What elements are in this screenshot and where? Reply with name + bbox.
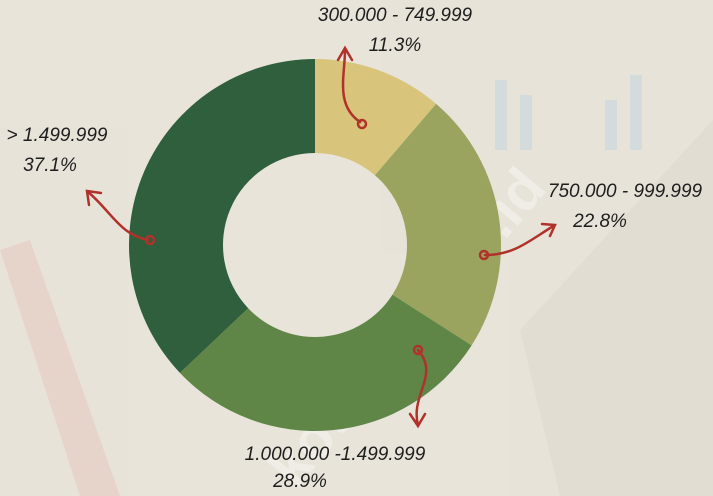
arrows bbox=[85, 45, 557, 429]
slice-category-label: 300.000 - 749.999 bbox=[318, 5, 473, 26]
donut-slice bbox=[374, 103, 502, 346]
donut-slice bbox=[315, 59, 437, 176]
slice-value-label: 11.3% bbox=[369, 35, 422, 56]
slice-value-label: 28.9% bbox=[272, 471, 327, 492]
slice-category-label: 750.000 - 999.999 bbox=[548, 181, 703, 202]
slice-value-label: 37.1% bbox=[23, 155, 77, 176]
slice-value-label: 22.8% bbox=[572, 211, 627, 232]
donut-slice bbox=[129, 58, 315, 373]
slice-category-label: > 1.499.999 bbox=[7, 125, 108, 146]
donut-slice bbox=[179, 294, 472, 432]
slice-category-label: 1.000.000 -1.499.999 bbox=[245, 444, 426, 465]
